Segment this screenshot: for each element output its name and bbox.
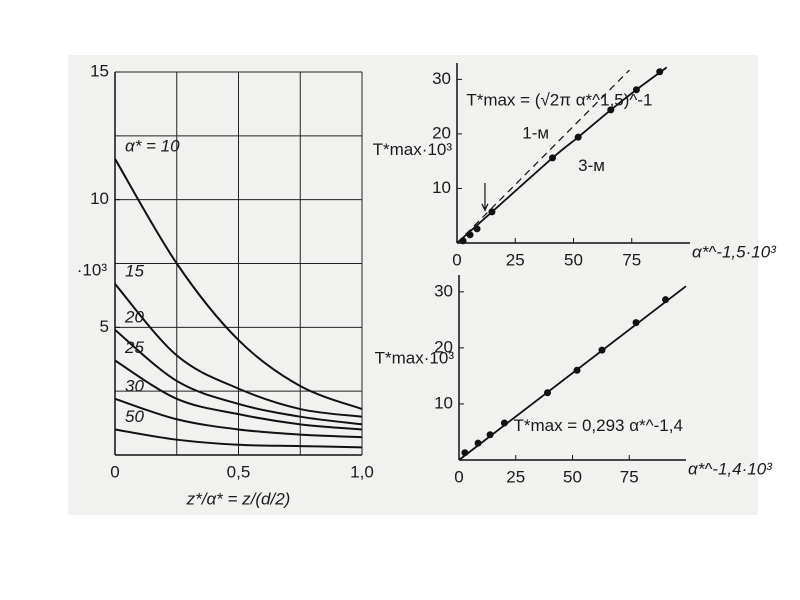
curve-label: 25 <box>124 338 144 357</box>
x-tick-label: 0 <box>452 250 461 269</box>
data-point <box>662 296 670 304</box>
curve <box>114 428 363 449</box>
y-tick-label: 10 <box>90 189 109 208</box>
data-point <box>656 68 664 76</box>
y-axis-label: T*max·10³ <box>375 349 455 368</box>
x-tick-label: 50 <box>564 250 583 269</box>
data-point <box>549 154 557 162</box>
data-point <box>500 419 508 427</box>
data-point <box>574 133 582 141</box>
curve-label: 50 <box>125 407 144 426</box>
fit-line <box>456 69 630 244</box>
arrow <box>481 183 489 212</box>
curve <box>114 283 363 418</box>
data-point <box>632 86 640 94</box>
x-tick-label: 0 <box>110 462 119 481</box>
data-point <box>488 208 496 216</box>
x-tick-label: 1,0 <box>350 462 374 481</box>
x-tick-label: 50 <box>563 467 582 486</box>
curve <box>114 329 363 426</box>
curve <box>114 359 363 431</box>
data-point <box>486 431 494 439</box>
data-point <box>461 449 469 457</box>
x-axis-label: α*^-1,5·10³ <box>692 242 777 261</box>
x-tick-label: 25 <box>506 467 525 486</box>
curve <box>114 397 363 439</box>
y-tick-label: 15 <box>90 61 109 80</box>
curve-label: 20 <box>124 307 144 326</box>
y-tick-label: 10 <box>434 393 453 412</box>
x-axis-label: α*^-1,4·10³ <box>688 459 773 478</box>
y-axis-label: ·10³ <box>77 261 108 280</box>
y-tick-label: 20 <box>434 337 453 356</box>
x-tick-label: 75 <box>622 250 641 269</box>
data-point <box>598 346 606 354</box>
data-point <box>459 237 467 245</box>
y-tick-label: 30 <box>432 69 451 88</box>
data-point <box>632 319 640 327</box>
formula: T*max = (√2π α*^1,5)^-1 <box>466 91 652 110</box>
x-tick-label: 75 <box>620 467 639 486</box>
x-tick-label: 25 <box>506 250 525 269</box>
y-tick-label: 30 <box>434 281 453 300</box>
x-tick-label: 0 <box>454 467 463 486</box>
y-tick-label: 10 <box>432 178 451 197</box>
curve <box>114 158 363 410</box>
data-point <box>607 106 615 114</box>
data-point <box>573 366 581 374</box>
fit-line <box>458 285 687 461</box>
data-point <box>474 439 482 447</box>
photo-card <box>68 55 758 515</box>
y-tick-label: 20 <box>432 123 451 142</box>
curve-label: 15 <box>125 261 144 280</box>
data-point <box>466 231 474 239</box>
x-axis-label: z*/α* = z/(d/2) <box>186 489 291 508</box>
curve-label: 30 <box>125 376 144 395</box>
curve-label: α* = 10 <box>125 136 180 155</box>
fit-label: 1-м <box>522 123 549 142</box>
y-tick-label: 5 <box>100 317 109 336</box>
formula: T*max = 0,293 α*^-1,4 <box>513 416 682 435</box>
fit-label: 3-м <box>578 156 605 175</box>
data-point <box>473 225 481 233</box>
y-axis-label: T*max·10³ <box>373 140 453 159</box>
data-point <box>544 389 552 397</box>
x-tick-label: 0,5 <box>227 462 251 481</box>
